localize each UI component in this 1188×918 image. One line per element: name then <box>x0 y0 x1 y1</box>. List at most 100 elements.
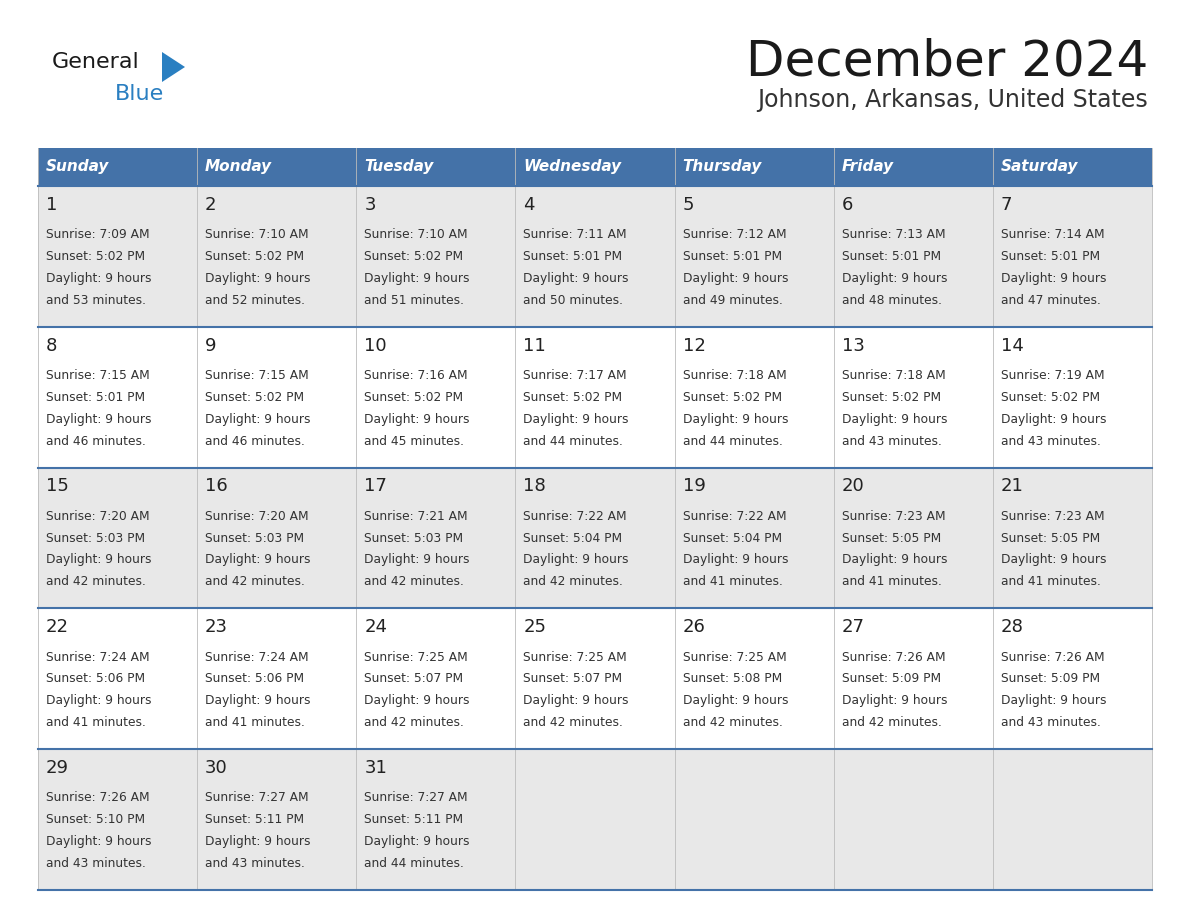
Text: 30: 30 <box>206 759 228 777</box>
Text: and 41 minutes.: and 41 minutes. <box>841 576 942 588</box>
Text: 4: 4 <box>524 196 535 214</box>
Text: 23: 23 <box>206 618 228 636</box>
Text: Sunset: 5:07 PM: Sunset: 5:07 PM <box>524 673 623 686</box>
Text: Sunrise: 7:13 AM: Sunrise: 7:13 AM <box>841 229 946 241</box>
Text: Daylight: 9 hours: Daylight: 9 hours <box>1000 413 1106 426</box>
Text: Sunrise: 7:12 AM: Sunrise: 7:12 AM <box>683 229 786 241</box>
Text: Sunset: 5:02 PM: Sunset: 5:02 PM <box>524 391 623 404</box>
Text: 25: 25 <box>524 618 546 636</box>
Text: and 42 minutes.: and 42 minutes. <box>46 576 146 588</box>
Text: Sunrise: 7:22 AM: Sunrise: 7:22 AM <box>683 509 786 523</box>
Text: Daylight: 9 hours: Daylight: 9 hours <box>206 835 310 848</box>
Text: 31: 31 <box>365 759 387 777</box>
Text: Sunrise: 7:23 AM: Sunrise: 7:23 AM <box>1000 509 1105 523</box>
Text: Daylight: 9 hours: Daylight: 9 hours <box>206 413 310 426</box>
Text: Daylight: 9 hours: Daylight: 9 hours <box>841 554 947 566</box>
Text: and 46 minutes.: and 46 minutes. <box>46 434 146 447</box>
Bar <box>38 186 1152 327</box>
Text: Sunset: 5:03 PM: Sunset: 5:03 PM <box>206 532 304 544</box>
Text: Daylight: 9 hours: Daylight: 9 hours <box>46 835 151 848</box>
Text: Daylight: 9 hours: Daylight: 9 hours <box>841 272 947 285</box>
Text: Sunset: 5:02 PM: Sunset: 5:02 PM <box>365 391 463 404</box>
Text: Sunset: 5:02 PM: Sunset: 5:02 PM <box>206 391 304 404</box>
Text: Sunrise: 7:25 AM: Sunrise: 7:25 AM <box>524 651 627 664</box>
Text: Sunset: 5:01 PM: Sunset: 5:01 PM <box>683 250 782 263</box>
Text: and 41 minutes.: and 41 minutes. <box>1000 576 1101 588</box>
Text: Sunrise: 7:24 AM: Sunrise: 7:24 AM <box>46 651 150 664</box>
Text: Sunset: 5:03 PM: Sunset: 5:03 PM <box>365 532 463 544</box>
Text: 3: 3 <box>365 196 375 214</box>
Text: Daylight: 9 hours: Daylight: 9 hours <box>206 272 310 285</box>
Text: Sunset: 5:01 PM: Sunset: 5:01 PM <box>46 391 145 404</box>
Text: 2: 2 <box>206 196 216 214</box>
Text: Sunrise: 7:19 AM: Sunrise: 7:19 AM <box>1000 369 1105 382</box>
Text: 6: 6 <box>841 196 853 214</box>
Text: and 42 minutes.: and 42 minutes. <box>365 716 465 729</box>
Text: Daylight: 9 hours: Daylight: 9 hours <box>46 413 151 426</box>
Text: 5: 5 <box>683 196 694 214</box>
Text: 12: 12 <box>683 337 706 354</box>
Text: Sunset: 5:07 PM: Sunset: 5:07 PM <box>365 673 463 686</box>
Text: Sunrise: 7:23 AM: Sunrise: 7:23 AM <box>841 509 946 523</box>
Text: Daylight: 9 hours: Daylight: 9 hours <box>206 694 310 707</box>
Text: Sunset: 5:11 PM: Sunset: 5:11 PM <box>206 813 304 826</box>
Text: Sunset: 5:04 PM: Sunset: 5:04 PM <box>683 532 782 544</box>
Text: Blue: Blue <box>115 84 164 104</box>
Text: and 44 minutes.: and 44 minutes. <box>524 434 624 447</box>
Bar <box>38 327 1152 467</box>
Text: and 46 minutes.: and 46 minutes. <box>206 434 305 447</box>
Text: Sunrise: 7:20 AM: Sunrise: 7:20 AM <box>206 509 309 523</box>
Text: 16: 16 <box>206 477 228 496</box>
Text: 29: 29 <box>46 759 69 777</box>
Text: and 42 minutes.: and 42 minutes. <box>206 576 305 588</box>
Text: Sunset: 5:04 PM: Sunset: 5:04 PM <box>524 532 623 544</box>
Text: Daylight: 9 hours: Daylight: 9 hours <box>841 694 947 707</box>
Text: Daylight: 9 hours: Daylight: 9 hours <box>683 554 788 566</box>
Text: and 51 minutes.: and 51 minutes. <box>365 294 465 307</box>
Text: 13: 13 <box>841 337 865 354</box>
Text: Sunrise: 7:18 AM: Sunrise: 7:18 AM <box>841 369 946 382</box>
Text: Daylight: 9 hours: Daylight: 9 hours <box>46 272 151 285</box>
Text: Thursday: Thursday <box>683 160 762 174</box>
Text: Sunrise: 7:15 AM: Sunrise: 7:15 AM <box>206 369 309 382</box>
Text: Daylight: 9 hours: Daylight: 9 hours <box>524 554 628 566</box>
Text: Sunset: 5:06 PM: Sunset: 5:06 PM <box>46 673 145 686</box>
Text: Sunrise: 7:09 AM: Sunrise: 7:09 AM <box>46 229 150 241</box>
Text: Sunrise: 7:27 AM: Sunrise: 7:27 AM <box>365 791 468 804</box>
Text: and 43 minutes.: and 43 minutes. <box>46 856 146 870</box>
Text: Sunset: 5:06 PM: Sunset: 5:06 PM <box>206 673 304 686</box>
Text: Sunset: 5:11 PM: Sunset: 5:11 PM <box>365 813 463 826</box>
Text: December 2024: December 2024 <box>746 38 1148 86</box>
Text: Daylight: 9 hours: Daylight: 9 hours <box>365 694 469 707</box>
Text: Sunset: 5:02 PM: Sunset: 5:02 PM <box>1000 391 1100 404</box>
Text: 26: 26 <box>683 618 706 636</box>
Text: Daylight: 9 hours: Daylight: 9 hours <box>683 272 788 285</box>
Text: 14: 14 <box>1000 337 1024 354</box>
Text: Daylight: 9 hours: Daylight: 9 hours <box>46 694 151 707</box>
Text: Daylight: 9 hours: Daylight: 9 hours <box>524 413 628 426</box>
Text: Sunset: 5:02 PM: Sunset: 5:02 PM <box>683 391 782 404</box>
Text: and 42 minutes.: and 42 minutes. <box>524 716 624 729</box>
Text: Sunrise: 7:26 AM: Sunrise: 7:26 AM <box>46 791 150 804</box>
Text: Daylight: 9 hours: Daylight: 9 hours <box>683 694 788 707</box>
Text: 24: 24 <box>365 618 387 636</box>
Text: Tuesday: Tuesday <box>365 160 434 174</box>
Text: 1: 1 <box>46 196 57 214</box>
Text: and 47 minutes.: and 47 minutes. <box>1000 294 1101 307</box>
Text: and 43 minutes.: and 43 minutes. <box>206 856 305 870</box>
Text: and 43 minutes.: and 43 minutes. <box>1000 434 1101 447</box>
Text: Sunset: 5:02 PM: Sunset: 5:02 PM <box>365 250 463 263</box>
Text: Sunrise: 7:18 AM: Sunrise: 7:18 AM <box>683 369 786 382</box>
Text: 21: 21 <box>1000 477 1024 496</box>
Text: and 52 minutes.: and 52 minutes. <box>206 294 305 307</box>
Text: and 45 minutes.: and 45 minutes. <box>365 434 465 447</box>
Text: Sunset: 5:01 PM: Sunset: 5:01 PM <box>841 250 941 263</box>
Bar <box>38 749 1152 890</box>
Text: 10: 10 <box>365 337 387 354</box>
Text: Daylight: 9 hours: Daylight: 9 hours <box>1000 272 1106 285</box>
Text: Daylight: 9 hours: Daylight: 9 hours <box>524 694 628 707</box>
Text: Saturday: Saturday <box>1000 160 1079 174</box>
Text: Sunrise: 7:25 AM: Sunrise: 7:25 AM <box>365 651 468 664</box>
Text: and 41 minutes.: and 41 minutes. <box>683 576 783 588</box>
Text: 7: 7 <box>1000 196 1012 214</box>
